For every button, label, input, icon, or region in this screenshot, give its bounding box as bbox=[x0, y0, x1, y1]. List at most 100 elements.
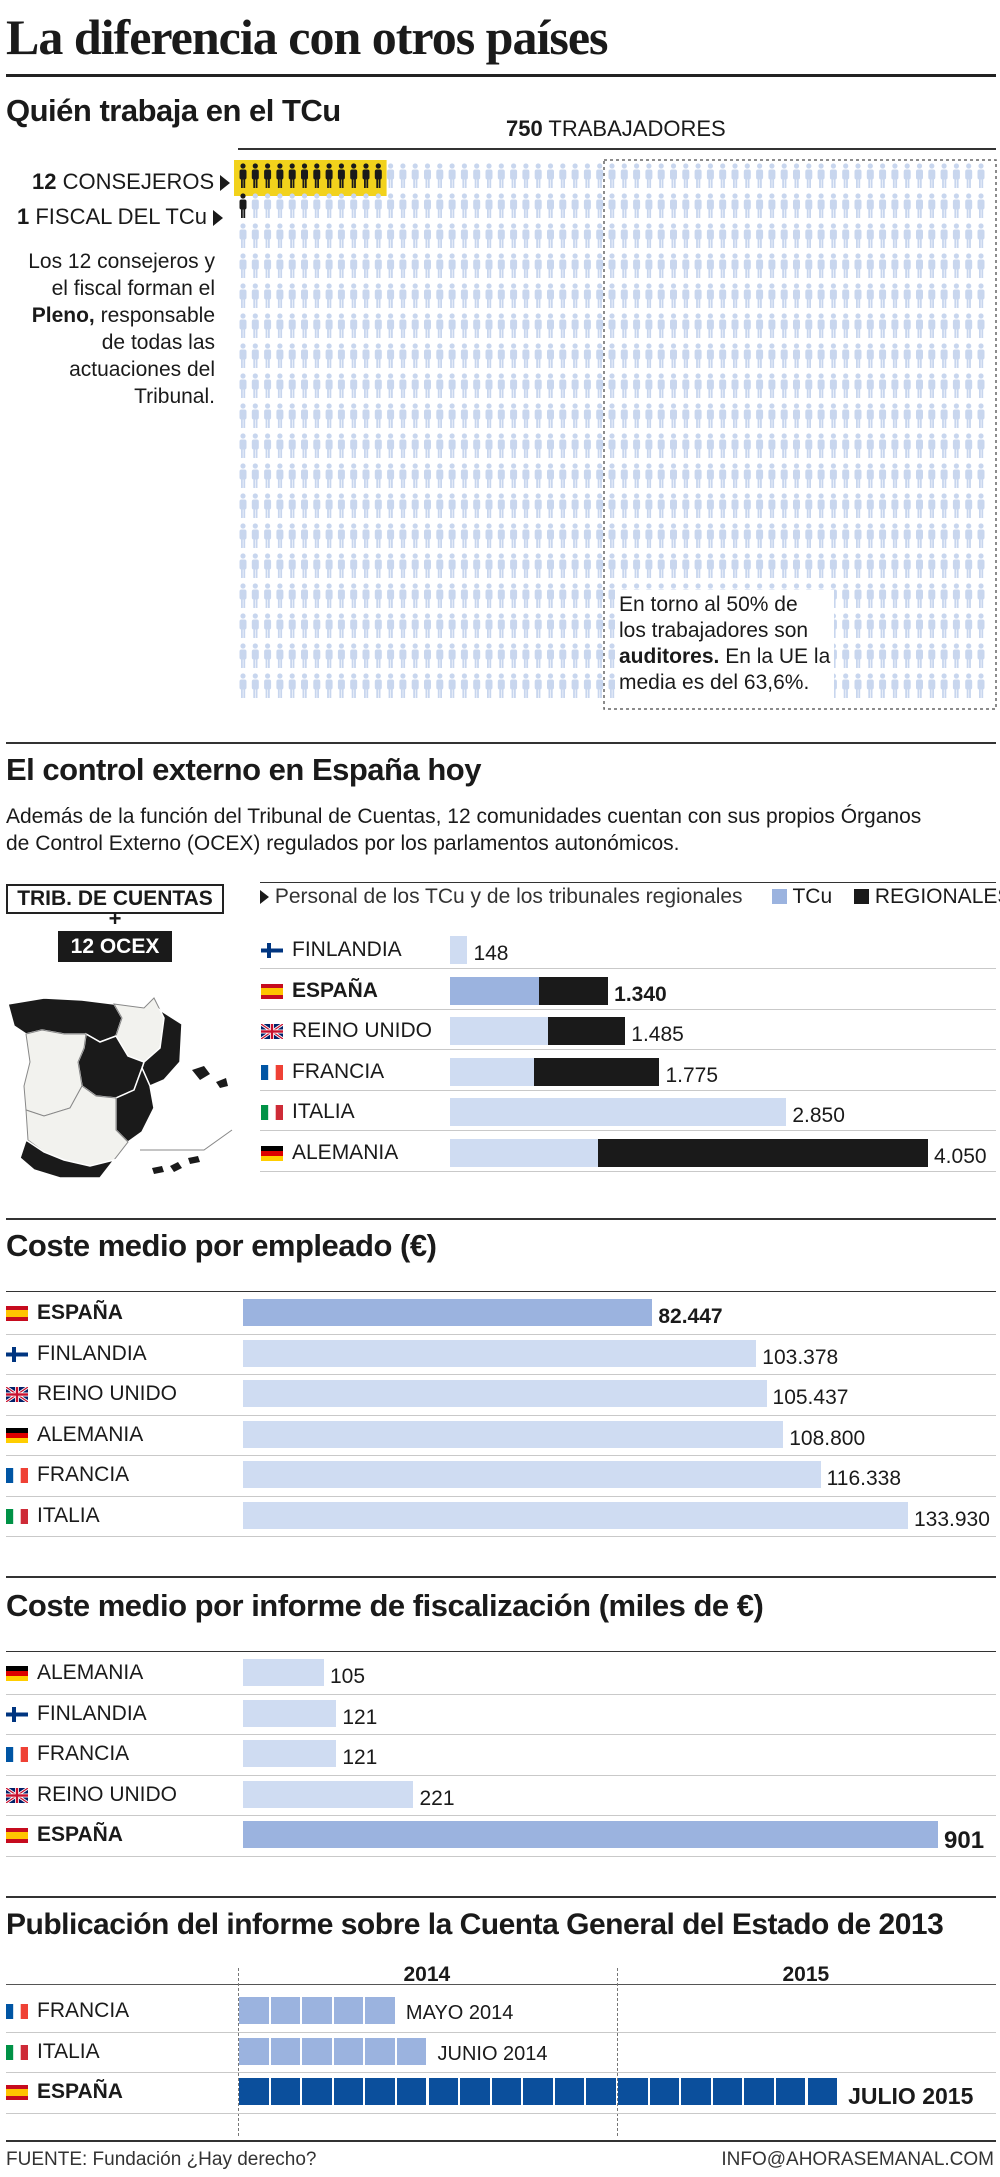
worker-person-icon bbox=[891, 373, 899, 398]
worker-person-icon bbox=[780, 523, 788, 548]
worker-person-icon bbox=[473, 523, 481, 548]
worker-person-icon bbox=[325, 223, 333, 248]
worker-person-icon bbox=[940, 613, 948, 638]
worker-person-icon bbox=[854, 373, 862, 398]
worker-person-icon bbox=[547, 463, 554, 488]
month-label: JULIO 2015 bbox=[848, 2083, 974, 2109]
worker-person-icon bbox=[399, 553, 407, 578]
worker-person-icon bbox=[608, 523, 616, 548]
section5-title: Publicación del informe sobre la Cuenta … bbox=[6, 1908, 944, 1941]
worker-person-icon bbox=[903, 343, 911, 368]
worker-person-icon bbox=[387, 283, 395, 308]
bar-value-label: 148 bbox=[473, 942, 509, 965]
worker-person-icon bbox=[448, 163, 456, 188]
worker-person-icon bbox=[694, 223, 702, 248]
worker-person-icon bbox=[977, 283, 985, 308]
worker-person-icon bbox=[522, 373, 530, 398]
worker-person-icon bbox=[657, 193, 665, 218]
worker-person-icon bbox=[793, 433, 800, 458]
worker-person-icon bbox=[879, 613, 887, 638]
bar-tcu bbox=[450, 1138, 598, 1167]
worker-person-icon bbox=[768, 463, 776, 488]
chart1-row-line bbox=[260, 1008, 996, 1010]
fiscal-number: 1 bbox=[17, 204, 30, 229]
worker-person-icon bbox=[313, 433, 321, 458]
worker-person-icon bbox=[891, 553, 899, 578]
worker-person-icon bbox=[362, 493, 370, 518]
value-bar bbox=[243, 1659, 324, 1686]
worker-person-icon bbox=[350, 643, 358, 668]
worker-person-icon bbox=[534, 313, 542, 338]
worker-person-icon bbox=[793, 403, 800, 428]
worker-person-icon bbox=[424, 313, 431, 338]
worker-person-icon bbox=[424, 223, 431, 248]
worker-person-icon bbox=[436, 193, 444, 218]
worker-person-icon bbox=[473, 193, 481, 218]
worker-person-icon bbox=[448, 523, 456, 548]
worker-person-icon bbox=[473, 643, 481, 668]
worker-person-icon bbox=[633, 343, 641, 368]
worker-person-icon bbox=[596, 643, 604, 668]
bar-value-label: 2.850 bbox=[792, 1104, 845, 1127]
worker-person-icon bbox=[719, 223, 727, 248]
pleno-line: el fiscal forman el bbox=[51, 277, 215, 300]
worker-person-icon bbox=[510, 283, 518, 308]
worker-person-icon bbox=[301, 193, 308, 218]
worker-person-icon bbox=[805, 223, 813, 248]
worker-person-icon bbox=[657, 163, 665, 188]
worker-person-icon bbox=[866, 493, 874, 518]
worker-person-icon bbox=[350, 313, 358, 338]
worker-person-icon bbox=[276, 253, 284, 278]
worker-person-icon bbox=[399, 583, 407, 608]
worker-person-icon bbox=[337, 583, 345, 608]
worker-person-icon bbox=[424, 343, 431, 368]
worker-person-icon bbox=[596, 163, 604, 188]
worker-person-icon bbox=[854, 673, 862, 698]
worker-person-icon bbox=[362, 283, 370, 308]
worker-person-icon bbox=[522, 343, 530, 368]
legend-label-regionales: REGIONALES bbox=[874, 885, 1000, 908]
worker-person-icon bbox=[928, 193, 936, 218]
month-cell bbox=[302, 2037, 332, 2065]
worker-person-icon bbox=[448, 673, 456, 698]
worker-person-icon bbox=[547, 673, 554, 698]
worker-person-icon bbox=[854, 193, 862, 218]
worker-person-icon bbox=[239, 583, 247, 608]
worker-person-icon bbox=[510, 193, 518, 218]
worker-person-icon bbox=[645, 403, 653, 428]
worker-person-icon bbox=[583, 493, 591, 518]
worker-person-icon bbox=[239, 523, 247, 548]
worker-person-icon bbox=[436, 583, 444, 608]
worker-person-icon bbox=[325, 583, 333, 608]
worker-person-icon bbox=[620, 163, 628, 188]
worker-person-icon bbox=[817, 313, 825, 338]
worker-person-icon bbox=[928, 553, 936, 578]
worker-person-icon bbox=[424, 163, 431, 188]
worker-person-icon bbox=[251, 313, 259, 338]
worker-person-icon bbox=[387, 493, 395, 518]
worker-person-icon bbox=[460, 403, 468, 428]
worker-person-icon bbox=[670, 463, 677, 488]
worker-person-icon bbox=[387, 253, 395, 278]
worker-person-icon bbox=[928, 433, 936, 458]
worker-person-icon bbox=[337, 193, 345, 218]
worker-person-icon bbox=[534, 403, 542, 428]
worker-person-icon bbox=[534, 253, 542, 278]
worker-person-icon bbox=[719, 463, 727, 488]
worker-person-icon bbox=[460, 643, 468, 668]
worker-person-icon bbox=[780, 463, 788, 488]
spain-regions-map-icon bbox=[7, 997, 233, 1179]
worker-person-icon bbox=[952, 403, 960, 428]
worker-person-icon bbox=[350, 553, 358, 578]
worker-person-icon bbox=[817, 523, 825, 548]
worker-person-icon bbox=[583, 673, 591, 698]
worker-person-icon bbox=[387, 463, 395, 488]
worker-person-icon bbox=[743, 403, 751, 428]
worker-person-icon bbox=[977, 463, 985, 488]
worker-person-icon bbox=[854, 463, 862, 488]
worker-person-icon bbox=[522, 433, 530, 458]
worker-person-icon bbox=[879, 373, 887, 398]
worker-person-icon bbox=[473, 403, 481, 428]
worker-person-icon bbox=[731, 343, 739, 368]
worker-person-icon bbox=[596, 373, 604, 398]
